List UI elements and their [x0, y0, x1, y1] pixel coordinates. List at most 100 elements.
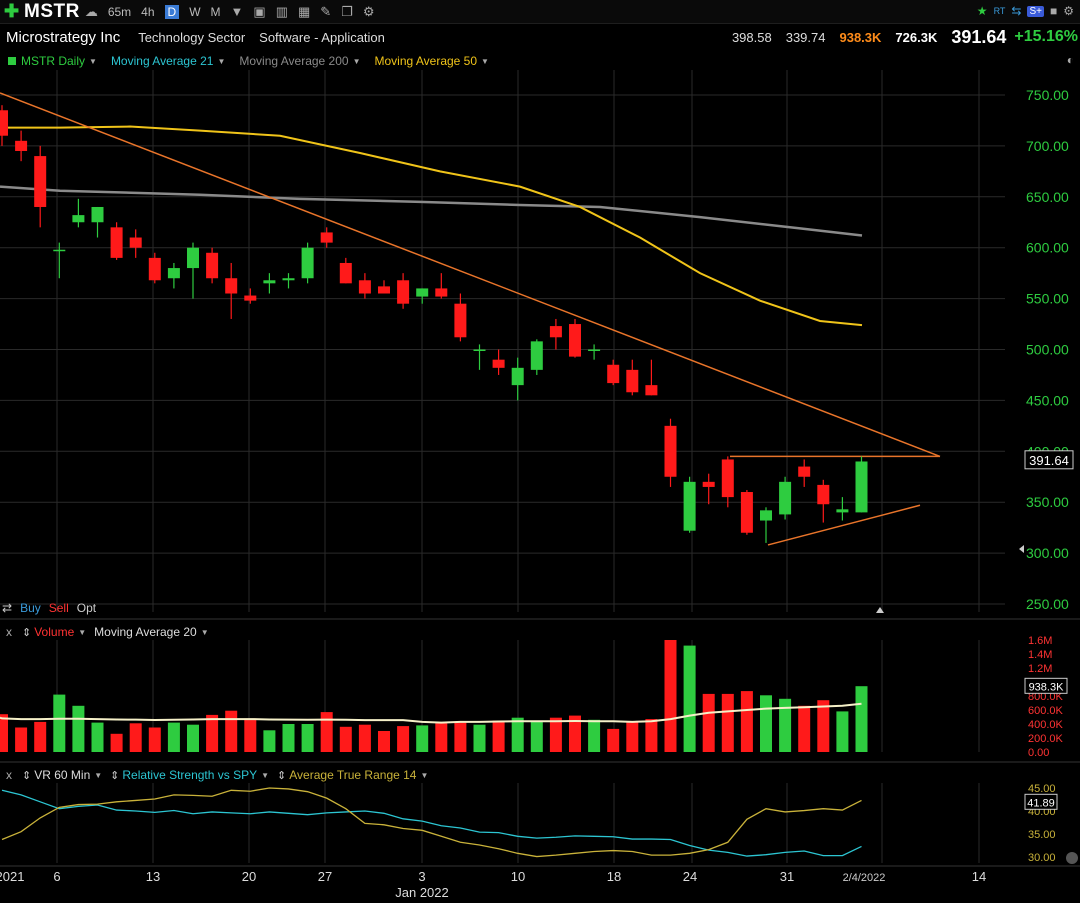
volume-bar	[855, 686, 868, 752]
candle-body	[435, 288, 448, 297]
price-tick-label: 650.00	[1026, 189, 1069, 205]
trade-icon[interactable]: ⇄	[2, 601, 13, 615]
candle-body	[798, 466, 811, 477]
candle-body	[378, 286, 390, 294]
calculator-icon[interactable]: ▦	[298, 3, 311, 19]
volume-value: 938.3K	[839, 29, 882, 45]
chart-type-icon[interactable]: ▣	[253, 3, 266, 19]
candle-body	[626, 369, 639, 393]
share-icon[interactable]: ⇆	[1011, 4, 1022, 18]
volume-bar	[339, 726, 352, 752]
low-value: 339.74	[785, 29, 826, 45]
industry-link[interactable]: Software - Application	[259, 29, 385, 45]
legend-main[interactable]: MSTR Daily ▼	[21, 54, 97, 68]
volume-tick-label: 1.2M	[1028, 663, 1052, 675]
volume-bar	[492, 720, 505, 752]
volume-bar	[836, 711, 849, 752]
candle-body	[339, 262, 352, 284]
volume-bar	[549, 717, 562, 752]
legend-ma200[interactable]: Moving Average 200 ▼	[239, 54, 360, 68]
updown-arrow-icon[interactable]: ⇕	[277, 769, 287, 782]
close-indicator-panel[interactable]: x	[6, 768, 12, 782]
close-volume-panel[interactable]: x	[6, 625, 12, 639]
chevron-down-icon[interactable]: ▼	[230, 4, 244, 19]
chevron-down-icon[interactable]: ▼	[78, 627, 87, 637]
candle-body	[817, 484, 830, 505]
price-tick-label: 450.00	[1026, 392, 1069, 408]
volume-bar	[607, 728, 620, 752]
candle-body	[129, 237, 142, 248]
window-icon[interactable]: ❐	[341, 3, 353, 19]
star-icon[interactable]: ★	[976, 4, 988, 18]
date-label: 6	[53, 869, 60, 884]
buy-button[interactable]: Buy	[20, 601, 41, 615]
atr-label[interactable]: Average True Range 14	[289, 768, 417, 782]
date-label: 18	[607, 869, 621, 884]
volume-tick-label: 0.00	[1028, 747, 1049, 759]
volume-label[interactable]: Volume	[34, 625, 75, 639]
price-marker-icon	[1019, 545, 1024, 553]
rs-label[interactable]: Relative Strength vs SPY	[122, 768, 258, 782]
volume-ma20-line	[0, 702, 862, 724]
rt-icon[interactable]: RT	[993, 6, 1006, 16]
draw-icon[interactable]: ✎	[320, 3, 332, 19]
sector-link[interactable]: Technology Sector	[138, 29, 246, 45]
chevron-down-icon[interactable]: ▼	[420, 770, 429, 780]
month-label: Jan 2022	[395, 885, 449, 900]
high-value: 398.58	[731, 29, 772, 45]
splus-button[interactable]: S+	[1027, 5, 1044, 17]
legend-ma21[interactable]: Moving Average 21 ▼	[111, 54, 225, 68]
options-button[interactable]: Opt	[76, 601, 97, 615]
rs-line	[1, 789, 862, 857]
chevron-down-icon: ▼	[481, 56, 489, 66]
volume-bar	[378, 731, 390, 752]
candle-body	[72, 215, 85, 223]
updown-arrow-icon[interactable]: ⇕	[22, 769, 32, 782]
candle-body	[473, 349, 486, 351]
price-tick-label: 500.00	[1026, 342, 1069, 358]
vr-label[interactable]: VR 60 Min	[34, 768, 91, 782]
chevron-down-icon[interactable]: ▼	[200, 627, 209, 637]
interval-weekly[interactable]: W	[189, 4, 201, 19]
date-label: 2/4/2022	[843, 872, 886, 884]
volume-bar	[53, 694, 66, 752]
date-label: 10	[511, 869, 525, 884]
percent-change: +15.16%	[1014, 28, 1078, 45]
updown-arrow-icon[interactable]: ⇕	[110, 769, 120, 782]
gear-icon[interactable]: ⚙	[1063, 4, 1074, 18]
volume-bar	[569, 715, 581, 752]
volume-bar	[206, 714, 219, 752]
candle-body	[702, 481, 715, 487]
interval-monthly[interactable]: M	[210, 4, 221, 19]
updown-arrow-icon[interactable]: ⇕	[22, 626, 32, 639]
indicator-tick-label: 30.00	[1028, 852, 1056, 864]
chevron-down-icon[interactable]: ▼	[261, 770, 270, 780]
plus-icon[interactable]: ✚	[4, 1, 20, 21]
interval-daily[interactable]: D	[164, 4, 180, 19]
legend-ma21-label: Moving Average 21	[110, 54, 214, 68]
refresh-icon[interactable]: ☁	[84, 3, 98, 19]
price-tick-label: 750.00	[1026, 87, 1069, 103]
candle-body	[167, 268, 180, 279]
date-label: 20	[242, 869, 256, 884]
legend-ma50[interactable]: Moving Average 50 ▼	[375, 54, 489, 68]
volume-ma-label[interactable]: Moving Average 20	[94, 625, 197, 639]
sell-button[interactable]: Sell	[48, 601, 69, 615]
volume-bar	[225, 710, 238, 752]
symbol-input[interactable]: MSTR	[24, 0, 80, 22]
palette-icon[interactable]: ◐	[1066, 53, 1074, 67]
volume-bar	[167, 722, 180, 752]
save-icon[interactable]: ■	[1049, 4, 1058, 18]
toolbar: ✚ MSTR ☁ 65m 4h D W M ▼ ▣ ▥ ▦ ✎ ❐ ⚙ ★ RT…	[0, 0, 1080, 24]
indicator-panel-header: x ⇕ VR 60 Min ▼ ⇕ Relative Strength vs S…	[0, 766, 428, 784]
volume-bar	[779, 698, 792, 752]
bars-icon[interactable]: ▥	[275, 3, 288, 19]
quote-bar: Microstrategy Inc Technology Sector Soft…	[0, 25, 1080, 49]
interval-4h[interactable]: 4h	[141, 4, 155, 19]
settings-icon[interactable]: ⚙	[362, 3, 375, 19]
volume-bar	[187, 724, 199, 752]
interval-65m[interactable]: 65m	[107, 4, 132, 19]
chevron-down-icon[interactable]: ▼	[94, 770, 103, 780]
volume-bar	[454, 722, 467, 752]
